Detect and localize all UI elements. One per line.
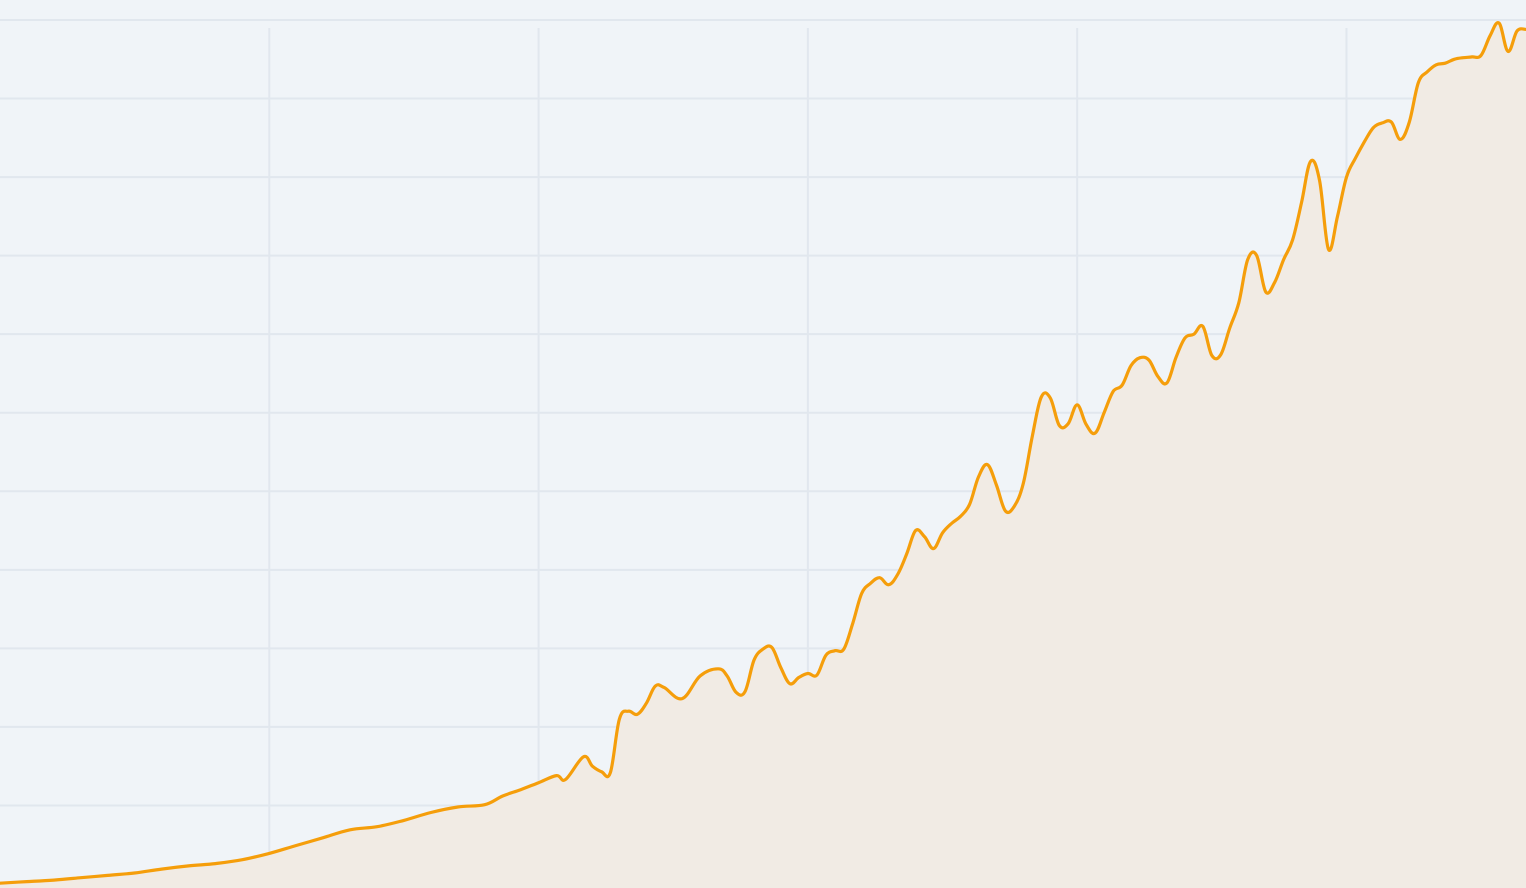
series-area-fill [0,22,1526,888]
series-line [0,20,1526,885]
